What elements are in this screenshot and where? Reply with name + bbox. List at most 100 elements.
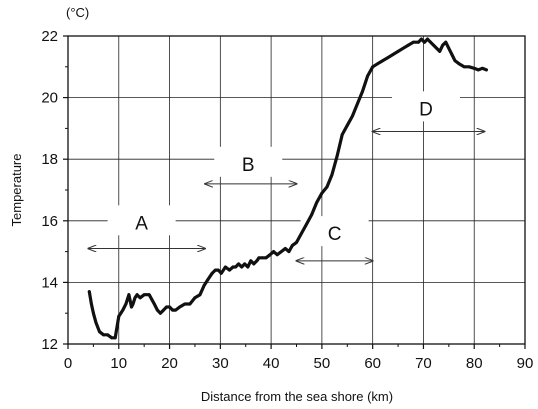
zone-label-bg xyxy=(391,91,460,122)
data-point xyxy=(87,290,91,293)
data-point xyxy=(345,123,349,127)
data-point xyxy=(381,59,385,62)
data-point xyxy=(330,173,334,177)
zone-label-bg xyxy=(107,205,176,236)
data-point xyxy=(219,271,223,275)
data-point xyxy=(130,305,133,309)
x-tick-label: 0 xyxy=(64,355,72,372)
data-point xyxy=(240,265,244,269)
zone-label-a: A xyxy=(135,213,148,234)
data-point xyxy=(159,311,162,315)
data-point xyxy=(231,265,235,269)
data-point xyxy=(156,308,159,312)
data-point xyxy=(335,154,339,158)
data-point xyxy=(249,259,253,263)
data-point xyxy=(106,333,109,337)
data-point xyxy=(376,62,380,66)
data-point xyxy=(371,65,375,69)
data-point xyxy=(237,262,241,266)
data-point xyxy=(320,191,324,195)
data-point xyxy=(234,265,238,269)
unit-label: (°C) xyxy=(66,5,89,20)
data-point xyxy=(391,53,395,56)
data-point xyxy=(447,46,451,50)
data-point xyxy=(224,265,227,269)
data-point xyxy=(453,59,457,62)
data-point xyxy=(450,53,454,56)
data-point xyxy=(272,250,275,254)
data-point xyxy=(406,43,410,47)
data-point xyxy=(216,268,220,272)
y-tick-label: 12 xyxy=(41,336,58,353)
data-point xyxy=(420,37,423,41)
zone-label-b: B xyxy=(242,155,255,176)
data-point xyxy=(279,250,283,254)
data-point xyxy=(138,296,142,300)
data-point xyxy=(411,40,415,44)
data-point xyxy=(472,66,476,70)
data-point xyxy=(98,330,101,334)
data-point xyxy=(90,302,93,306)
tick-labels: 0 10 20 30 40 50 60 70 80 90 12 14 16 18 20 22 xyxy=(41,28,533,372)
data-point xyxy=(113,336,117,340)
data-point xyxy=(119,311,123,315)
data-point xyxy=(268,253,272,257)
data-point xyxy=(206,277,210,281)
x-tick-label: 60 xyxy=(364,355,381,372)
x-tick-label: 30 xyxy=(212,355,229,372)
data-point xyxy=(423,40,426,44)
zone-label-d: D xyxy=(419,99,433,120)
data-point xyxy=(102,333,105,337)
data-point xyxy=(213,268,217,272)
y-axis-label: Temperature xyxy=(9,154,24,227)
data-point xyxy=(340,133,344,137)
series-layer xyxy=(87,37,488,340)
zone-label-bg xyxy=(300,216,369,247)
data-point xyxy=(174,308,178,312)
data-point xyxy=(257,256,261,260)
data-point xyxy=(210,271,214,275)
data-point xyxy=(243,262,247,266)
data-point xyxy=(193,296,197,300)
data-point xyxy=(417,40,420,44)
data-point xyxy=(462,65,466,69)
data-point xyxy=(92,311,95,315)
data-point xyxy=(432,43,435,47)
data-point xyxy=(228,268,231,272)
data-point xyxy=(171,308,175,312)
data-point xyxy=(283,247,287,250)
x-tick-label: 70 xyxy=(415,355,432,372)
data-point xyxy=(295,241,298,244)
data-point xyxy=(366,74,369,78)
x-tick-label: 40 xyxy=(263,355,280,372)
temperature-line xyxy=(87,37,488,340)
data-point xyxy=(275,253,279,257)
data-point xyxy=(361,90,364,93)
data-point xyxy=(485,68,488,72)
x-tick-label: 90 xyxy=(517,355,534,372)
data-point xyxy=(351,114,354,118)
data-point xyxy=(287,250,291,254)
data-point xyxy=(467,65,471,69)
x-tick-label: 80 xyxy=(466,355,483,372)
data-point xyxy=(110,336,114,340)
y-tick-label: 16 xyxy=(41,213,58,230)
data-point xyxy=(117,314,121,318)
data-point xyxy=(252,262,256,266)
data-point xyxy=(246,265,250,269)
data-point xyxy=(121,308,125,312)
y-tick-label: 18 xyxy=(41,151,58,168)
data-point xyxy=(441,43,445,47)
zone-annotations: A B C D xyxy=(88,91,484,260)
data-point xyxy=(131,302,135,306)
data-point xyxy=(183,302,187,306)
y-tick-label: 14 xyxy=(41,274,58,291)
data-point xyxy=(325,185,329,189)
x-tick-label: 20 xyxy=(161,355,178,372)
x-tick-label: 10 xyxy=(110,355,127,372)
data-point xyxy=(386,56,390,59)
grid xyxy=(68,36,525,344)
data-point xyxy=(198,293,202,297)
data-point xyxy=(356,102,359,106)
